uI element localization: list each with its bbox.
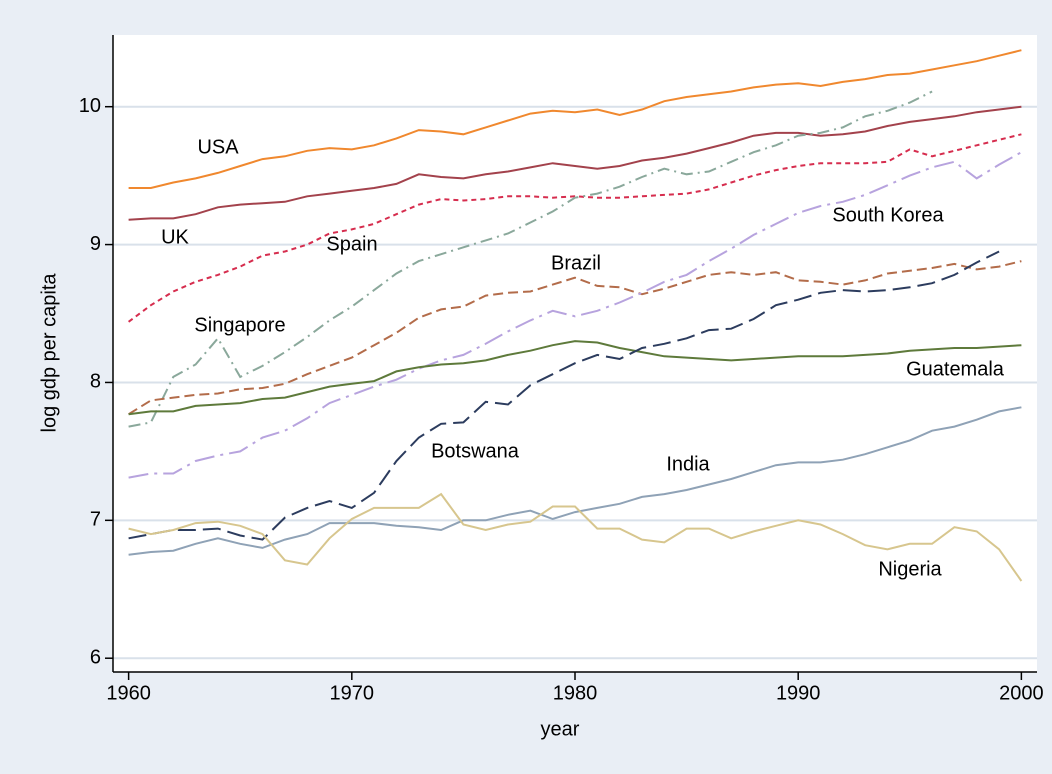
y-tick-label: 9 [90,233,101,255]
series-label: India [666,453,710,475]
series-label: Guatemala [906,358,1005,380]
series-label: Singapore [194,314,285,336]
x-axis-label: year [541,718,580,740]
series-label: Spain [326,233,377,255]
series-line [128,151,1022,479]
x-tick-label: 1960 [106,682,151,704]
series-line [128,49,1022,189]
x-tick-label: 1990 [776,682,821,704]
series-line [128,340,1022,416]
series-line [128,260,1022,416]
y-axis-label: log gdp per capita [38,273,60,433]
series-line [128,105,1022,221]
x-tick-label: 1970 [330,682,375,704]
series-line [128,133,1022,323]
x-tick-label: 2000 [999,682,1044,704]
series-line [128,90,933,428]
series-line [128,250,1000,541]
series-label: Nigeria [878,558,942,580]
series-line [128,492,1023,582]
series-label: UK [161,226,189,248]
y-tick-label: 7 [90,509,101,531]
series-label: Botswana [431,440,520,462]
y-tick-label: 6 [90,646,101,668]
y-tick-label: 8 [90,371,101,393]
series-label: Brazil [551,252,601,274]
series-line [128,406,1022,556]
x-tick-label: 1980 [553,682,598,704]
y-tick-label: 10 [79,95,101,117]
series-label: South Korea [832,204,944,226]
series-label: USA [197,136,239,158]
